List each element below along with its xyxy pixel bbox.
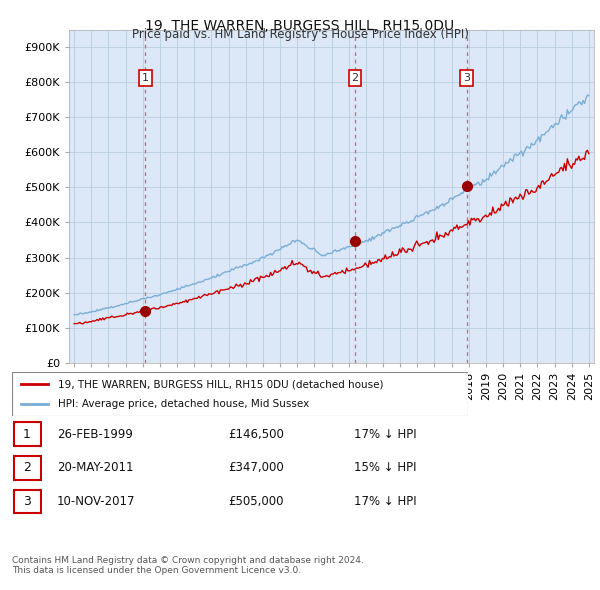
Text: HPI: Average price, detached house, Mid Sussex: HPI: Average price, detached house, Mid … bbox=[58, 399, 309, 409]
Text: 1: 1 bbox=[23, 428, 31, 441]
Text: 19, THE WARREN, BURGESS HILL, RH15 0DU: 19, THE WARREN, BURGESS HILL, RH15 0DU bbox=[145, 19, 455, 33]
FancyBboxPatch shape bbox=[12, 372, 468, 416]
FancyBboxPatch shape bbox=[14, 456, 41, 480]
Text: Price paid vs. HM Land Registry's House Price Index (HPI): Price paid vs. HM Land Registry's House … bbox=[131, 28, 469, 41]
Text: 17% ↓ HPI: 17% ↓ HPI bbox=[354, 428, 416, 441]
Text: 17% ↓ HPI: 17% ↓ HPI bbox=[354, 495, 416, 508]
Text: £146,500: £146,500 bbox=[228, 428, 284, 441]
Text: 10-NOV-2017: 10-NOV-2017 bbox=[57, 495, 136, 508]
Text: 26-FEB-1999: 26-FEB-1999 bbox=[57, 428, 133, 441]
Text: 2: 2 bbox=[352, 73, 359, 83]
FancyBboxPatch shape bbox=[14, 490, 41, 513]
FancyBboxPatch shape bbox=[14, 422, 41, 446]
Text: 3: 3 bbox=[463, 73, 470, 83]
Text: 20-MAY-2011: 20-MAY-2011 bbox=[57, 461, 133, 474]
Text: 2: 2 bbox=[23, 461, 31, 474]
Text: 19, THE WARREN, BURGESS HILL, RH15 0DU (detached house): 19, THE WARREN, BURGESS HILL, RH15 0DU (… bbox=[58, 379, 383, 389]
Text: 15% ↓ HPI: 15% ↓ HPI bbox=[354, 461, 416, 474]
Text: Contains HM Land Registry data © Crown copyright and database right 2024.
This d: Contains HM Land Registry data © Crown c… bbox=[12, 556, 364, 575]
Text: 1: 1 bbox=[142, 73, 149, 83]
Text: 3: 3 bbox=[23, 495, 31, 508]
Text: £347,000: £347,000 bbox=[228, 461, 284, 474]
Text: £505,000: £505,000 bbox=[228, 495, 284, 508]
